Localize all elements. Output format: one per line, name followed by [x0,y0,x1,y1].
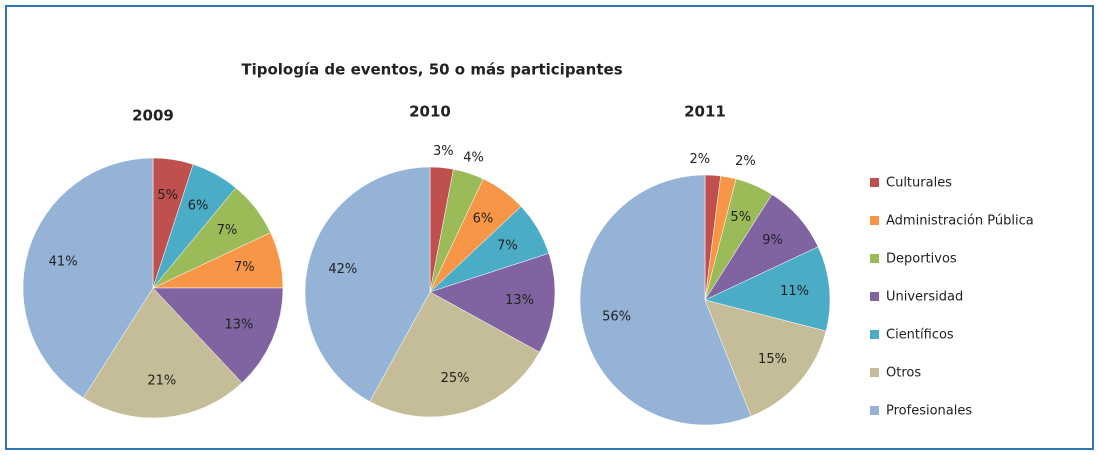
data-label: 6% [188,198,209,213]
data-label: 15% [758,352,787,367]
data-label: 7% [234,260,255,275]
legend-label: Profesionales [886,404,972,419]
data-label: 5% [157,188,178,203]
pie-slice [429,253,556,353]
legend-label: Otros [886,366,921,381]
pie-slice [369,291,540,418]
data-label: 5% [730,210,751,225]
data-label: 42% [328,262,357,277]
pie-slice [22,157,154,399]
data-label: 11% [780,284,809,299]
pie-slice [579,174,752,426]
data-label: 3% [433,144,454,159]
data-label: 13% [505,293,534,308]
legend-label: Administración Pública [886,214,1034,229]
legend-label: Deportivos [886,252,957,267]
data-label: 7% [217,223,238,238]
legend-label: Universidad [886,290,963,305]
legend-swatch [870,178,879,187]
data-label: 7% [497,239,518,254]
pie-title: 2011 [684,103,726,121]
legend-swatch [870,254,879,263]
pie-title: 2010 [409,103,451,121]
data-label: 13% [224,318,253,333]
data-label: 41% [49,254,78,269]
data-label: 25% [441,371,470,386]
chart-title: Tipología de eventos, 50 o más participa… [241,61,622,79]
data-label: 2% [690,152,711,167]
legend-swatch [870,216,879,225]
pie-slice [152,287,284,384]
pie-title: 2009 [132,107,174,125]
legend-swatch [870,368,879,377]
pie-slice [304,166,431,402]
data-label: 21% [147,374,176,389]
legend-swatch [870,330,879,339]
pie-slice [82,287,243,419]
data-label: 56% [602,309,631,324]
data-label: 6% [473,212,494,227]
data-label: 4% [463,150,484,165]
legend-swatch [870,292,879,301]
pie-slice [704,299,827,417]
pie-slice [704,246,831,332]
data-label: 9% [762,233,783,248]
legend-swatch [870,406,879,415]
data-label: 2% [735,154,756,169]
legend-label: Científicos [886,328,954,343]
legend-label: Culturales [886,176,952,191]
